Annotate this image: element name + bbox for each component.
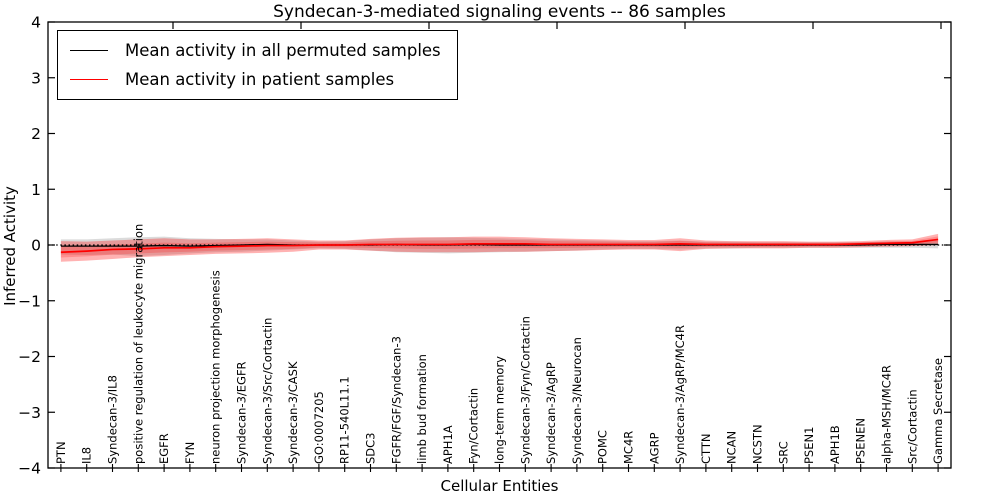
y-tick-label: 0 bbox=[31, 237, 41, 255]
x-category-label: APH1A bbox=[441, 425, 455, 464]
legend: Mean activity in all permuted samples Me… bbox=[57, 30, 458, 100]
x-category-label: Fyn/Cortactin bbox=[467, 388, 481, 464]
patient-band-inner bbox=[60, 236, 939, 258]
y-tick-label: −2 bbox=[18, 348, 41, 366]
chart-title: Syndecan-3-mediated signaling events -- … bbox=[273, 2, 726, 22]
permuted-line-swatch bbox=[70, 50, 108, 51]
x-category-label: long-term memory bbox=[493, 356, 507, 464]
x-category-label: PSEN1 bbox=[802, 427, 816, 464]
x-category-label: SRC bbox=[776, 441, 790, 464]
x-category-label: Gamma Secretase bbox=[931, 358, 945, 464]
x-category-label: positive regulation of leukocyte migrati… bbox=[131, 224, 145, 464]
x-category-label: FYN bbox=[183, 442, 197, 464]
x-category-label: NCSTN bbox=[751, 424, 765, 464]
legend-label-permuted: Mean activity in all permuted samples bbox=[125, 41, 441, 60]
x-category-label: Syndecan-3/EGFR bbox=[235, 361, 249, 464]
x-category-label: alpha-MSH/MC4R bbox=[880, 365, 894, 464]
x-category-label: Syndecan-3/AgRP/MC4R bbox=[673, 325, 687, 464]
x-category-label: AGRP bbox=[647, 432, 661, 464]
x-category-label: Syndecan-3/IL8 bbox=[106, 375, 120, 464]
x-category-label: PTN bbox=[54, 441, 68, 464]
y-tick-label: −3 bbox=[18, 404, 41, 422]
legend-label-patient: Mean activity in patient samples bbox=[125, 70, 395, 89]
x-category-label: SDC3 bbox=[364, 432, 378, 464]
x-category-label: Syndecan-3/Neurocan bbox=[570, 337, 584, 464]
x-category-label: MC4R bbox=[622, 431, 636, 464]
x-category-label: IL8 bbox=[80, 447, 94, 464]
x-category-label: GO:0007205 bbox=[312, 391, 326, 464]
x-axis-label: Cellular Entities bbox=[440, 477, 559, 495]
x-category-label: FGFR/FGF/Syndecan-3 bbox=[389, 336, 403, 464]
x-category-label: Src/Cortactin bbox=[905, 389, 919, 464]
x-category-label: Syndecan-3/Fyn/Cortactin bbox=[518, 316, 532, 464]
y-tick-label: 4 bbox=[31, 14, 41, 32]
x-category-label: Syndecan-3/Src/Cortactin bbox=[260, 318, 274, 464]
y-tick-label: 2 bbox=[31, 125, 41, 143]
x-category-label: APH1B bbox=[828, 425, 842, 464]
x-category-label: EGFR bbox=[157, 433, 171, 464]
patient-line-swatch bbox=[70, 79, 108, 80]
y-tick-label: 3 bbox=[31, 69, 41, 87]
permuted-band bbox=[60, 236, 939, 257]
x-category-label: neuron projection morphogenesis bbox=[209, 270, 223, 464]
x-category-label: PSENEN bbox=[854, 418, 868, 464]
x-category-label: RP11-540L11.1 bbox=[338, 376, 352, 464]
x-category-label: Syndecan-3/CASK bbox=[286, 361, 300, 464]
patient-mean-line bbox=[60, 238, 939, 254]
x-category-label: NCAN bbox=[725, 431, 739, 464]
legend-item-permuted: Mean activity in all permuted samples bbox=[70, 36, 441, 65]
y-tick-label: −1 bbox=[18, 292, 41, 310]
y-tick-label: −4 bbox=[18, 460, 41, 478]
x-category-label: CTTN bbox=[699, 434, 713, 464]
x-category-label: POMC bbox=[596, 430, 610, 464]
y-tick-label: 1 bbox=[31, 181, 41, 199]
x-category-label: Syndecan-3/AgRP bbox=[544, 362, 558, 464]
legend-item-patient: Mean activity in patient samples bbox=[70, 65, 441, 94]
x-category-label: limb bud formation bbox=[415, 354, 429, 464]
patient-band-outer bbox=[60, 233, 939, 262]
